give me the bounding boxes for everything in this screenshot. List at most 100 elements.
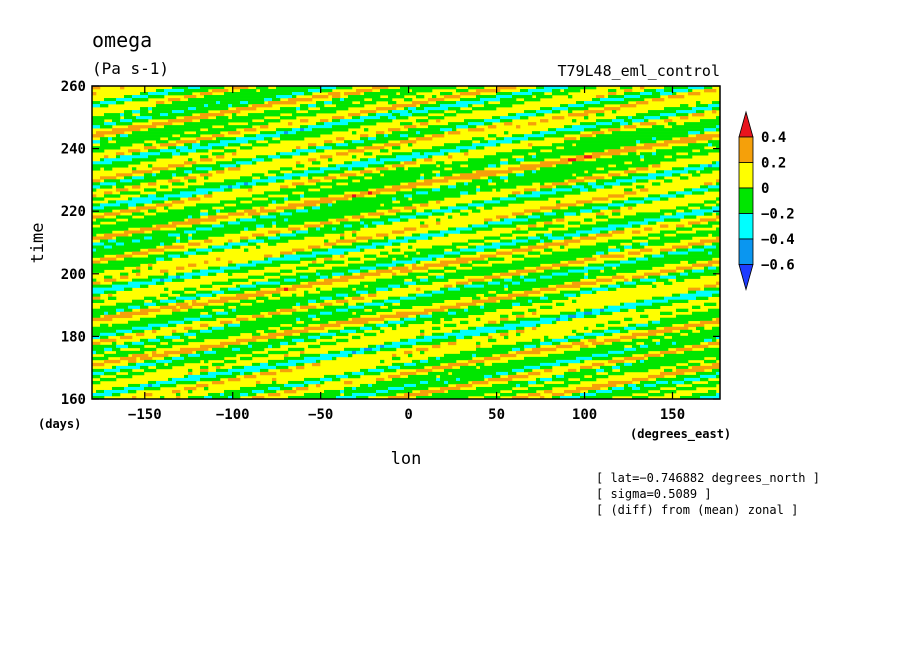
contour-cell-2289 — [692, 365, 721, 370]
contour-cell-1004 — [412, 209, 417, 213]
contour-cell-1 — [120, 86, 125, 90]
contour-cell-956 — [384, 203, 413, 207]
contour-cell-776 — [204, 182, 237, 186]
contour-cell-473 — [444, 143, 473, 147]
contour-cell-1421 — [248, 260, 253, 264]
contour-cell-2304 — [444, 368, 513, 373]
contour-cell-845 — [572, 188, 581, 192]
contour-cell-854 — [120, 191, 141, 195]
contour-cell-1645 — [284, 287, 289, 291]
contour-cell-1502 — [692, 269, 705, 273]
contour-cell-1989 — [604, 329, 621, 334]
contour-cell-2373 — [392, 377, 437, 382]
contour-cell-1472 — [536, 266, 553, 270]
contour-cell-2349 — [388, 374, 401, 379]
contour-cell-1028 — [396, 212, 417, 216]
contour-cell-534 — [276, 152, 281, 156]
contour-cell-289 — [572, 119, 577, 123]
contour-cell-401 — [388, 134, 401, 138]
contour-cell-950 — [196, 203, 225, 207]
contour-cell-1580 — [512, 278, 525, 282]
contour-cell-2334 — [528, 371, 541, 376]
contour-cell-1725 — [516, 296, 541, 300]
contour-cell-170 — [152, 107, 189, 111]
contour-cell-2391 — [212, 380, 225, 385]
contour-cell-310 — [468, 122, 485, 126]
contour-cell-1821 — [600, 308, 605, 313]
contour-cell-2275 — [296, 365, 305, 370]
note-lat: [ lat=−0.746882 degrees_north ] — [596, 471, 820, 485]
contour-cell-2315 — [712, 368, 721, 373]
contour-cell-1217 — [116, 236, 145, 240]
contour-cell-1239 — [580, 236, 597, 240]
contour-cell-560 — [268, 155, 281, 159]
contour-cell-1247 — [140, 239, 177, 243]
contour-cell-113 — [524, 98, 541, 102]
contour-cell-451 — [488, 140, 513, 144]
contour-cell-718 — [608, 173, 621, 177]
contour-cell-160 — [484, 104, 513, 108]
contour-cell-182 — [424, 107, 449, 111]
contour-cell-1771 — [512, 302, 521, 306]
contour-cell-69 — [660, 92, 673, 96]
contour-cell-152 — [300, 104, 309, 108]
contour-cell-9 — [336, 86, 353, 90]
contour-cell-1799 — [92, 308, 117, 313]
contour-cell-1425 — [324, 260, 345, 264]
contour-cell-991 — [92, 209, 113, 213]
contour-cell-744 — [612, 176, 633, 180]
contour-cell-50 — [168, 92, 193, 96]
contour-cell-1132 — [468, 224, 473, 228]
contour-cell-217 — [712, 110, 717, 114]
contour-cell-326 — [224, 125, 253, 129]
contour-cell-1372 — [708, 251, 713, 255]
contour-cell-905 — [188, 197, 201, 201]
y-tick-label: 240 — [61, 142, 86, 158]
contour-cell-1357 — [344, 251, 349, 255]
contour-cell-768 — [636, 179, 649, 183]
contour-cell-978 — [404, 206, 417, 210]
contour-cell-39 — [608, 89, 617, 93]
contour-cell-185 — [540, 107, 553, 111]
contour-cell-762 — [488, 179, 493, 183]
contour-cell-1755 — [144, 302, 157, 306]
contour-cell-55 — [328, 92, 341, 96]
contour-cell-2508 — [552, 392, 565, 397]
contour-cell-2172 — [660, 350, 677, 355]
contour-cell-979 — [440, 206, 449, 210]
contour-cell-81 — [348, 95, 381, 99]
contour-cell-541 — [420, 152, 425, 156]
contour-cell-338 — [572, 125, 597, 129]
contour-cell-230 — [376, 113, 393, 117]
contour-cell-1620 — [292, 284, 313, 288]
contour-cell-87 — [496, 95, 513, 99]
contour-cell-927 — [220, 200, 241, 204]
contour-cell-1219 — [152, 236, 177, 240]
contour-cell-1141 — [676, 224, 685, 228]
contour-cell-2197 — [120, 356, 137, 361]
contour-cell-257 — [396, 116, 409, 120]
contour-cell-709 — [384, 173, 421, 177]
contour-cell-1592 — [156, 281, 165, 285]
contour-cell-893 — [412, 194, 461, 198]
contour-cell-2346 — [324, 374, 337, 379]
contour-cell-1384 — [364, 254, 377, 258]
contour-cell-1987 — [572, 329, 577, 334]
contour-cell-145 — [100, 104, 109, 108]
contour-cell-1890 — [500, 317, 509, 322]
contour-cell-129 — [324, 101, 333, 105]
contour-cell-1925 — [224, 323, 229, 328]
contour-cell-843 — [540, 188, 553, 192]
contour-cell-446 — [352, 140, 365, 144]
contour-cell-441 — [220, 140, 249, 144]
contour-cell-390 — [116, 134, 121, 138]
contour-cell-2311 — [604, 368, 613, 373]
contour-cell-127 — [268, 101, 297, 105]
contour-cell-1535 — [180, 275, 193, 279]
contour-cell-2008 — [432, 332, 445, 337]
contour-cell-2226 — [316, 359, 321, 364]
contour-cell-2102 — [200, 344, 225, 349]
contour-cell-641 — [520, 164, 553, 168]
contour-cell-1629 — [504, 284, 509, 288]
contour-cell-1948 — [212, 326, 225, 331]
